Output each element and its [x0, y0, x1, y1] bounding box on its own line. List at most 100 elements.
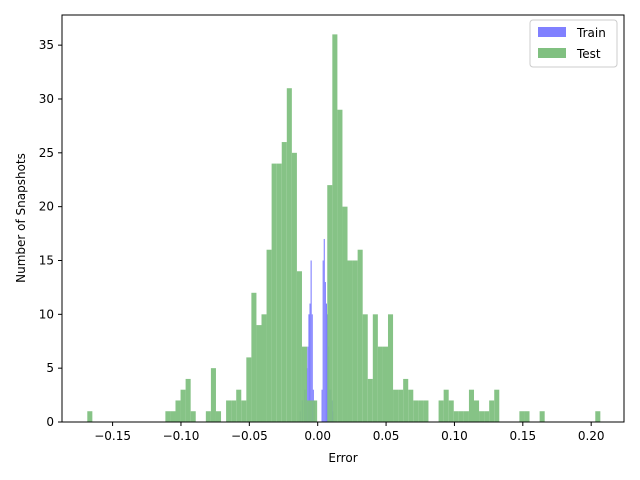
test-bar	[327, 185, 333, 422]
test-bar	[463, 411, 469, 422]
test-bar	[175, 400, 181, 422]
test-bar	[448, 400, 454, 422]
legend-swatch-test	[538, 48, 566, 58]
y-tick-label: 0	[46, 415, 54, 429]
legend-label-test: Test	[576, 47, 601, 61]
test-bar	[595, 411, 601, 422]
legend: Train Test	[529, 19, 618, 68]
y-tick-label: 30	[39, 92, 54, 106]
test-bar	[352, 260, 358, 422]
x-tick-label: 0.20	[578, 429, 605, 443]
test-bar	[418, 400, 424, 422]
plot-frame	[61, 14, 625, 423]
test-bar	[479, 411, 485, 422]
train-bar	[309, 303, 311, 422]
test-bar	[398, 389, 404, 422]
y-tick-label: 25	[39, 146, 54, 160]
test-bar	[205, 411, 211, 422]
test-bar	[539, 411, 545, 422]
test-bar	[362, 314, 368, 422]
test-bar	[387, 314, 394, 422]
test-bar	[347, 260, 353, 422]
x-tick-label: 0.00	[304, 429, 331, 443]
test-bar	[423, 400, 429, 422]
test-bar	[241, 400, 247, 422]
test-bar	[271, 163, 277, 422]
test-bar	[494, 389, 500, 422]
train-bar	[322, 260, 324, 422]
test-bar	[231, 400, 237, 422]
train-bar	[311, 314, 313, 422]
test-bar	[165, 411, 171, 422]
test-bar	[291, 152, 297, 422]
test-bar	[453, 411, 459, 422]
y-tick-label: 10	[39, 307, 54, 321]
x-tick-label: −0.15	[94, 429, 131, 443]
test-bar	[266, 249, 272, 422]
train-bar	[325, 303, 327, 422]
test-bar	[403, 378, 409, 422]
test-bar	[276, 163, 282, 422]
train-bar	[307, 346, 309, 422]
test-bar	[251, 292, 257, 422]
test-bar	[519, 411, 525, 422]
test-series	[87, 34, 601, 423]
train-bar	[324, 282, 326, 422]
test-bar	[367, 378, 373, 422]
test-bar	[185, 378, 191, 422]
x-tick-label: −0.05	[231, 429, 268, 443]
test-bar	[342, 206, 348, 422]
test-bar	[443, 389, 449, 422]
x-axis-ticks: −0.15 −0.10 −0.05 0.00 0.05 0.10 0.15 0.20	[94, 422, 605, 443]
y-tick-label: 15	[39, 253, 54, 267]
test-bar	[489, 400, 495, 422]
test-bar	[226, 400, 232, 422]
y-tick-label: 5	[46, 361, 54, 375]
test-bar	[382, 346, 388, 422]
test-bar	[236, 389, 242, 422]
test-bar	[87, 411, 93, 422]
test-bar	[170, 411, 176, 422]
train-bar	[310, 260, 312, 422]
test-bar	[393, 389, 399, 422]
test-bar	[372, 314, 378, 422]
test-bar	[190, 411, 196, 422]
test-bar	[413, 400, 419, 422]
x-tick-label: 0.15	[509, 429, 536, 443]
test-bar	[246, 357, 252, 422]
test-bar	[312, 400, 318, 422]
test-bar	[337, 109, 343, 422]
test-bar	[307, 400, 313, 422]
train-bar	[323, 238, 325, 422]
y-tick-label: 20	[39, 200, 54, 214]
test-bar	[524, 411, 530, 422]
y-axis-ticks: 0 5 10 15 20 25 30 35	[39, 38, 62, 429]
test-bar	[408, 389, 414, 422]
test-bar	[301, 346, 308, 422]
test-bar	[210, 368, 216, 422]
train-bar	[308, 314, 310, 422]
y-tick-label: 35	[39, 38, 54, 52]
x-tick-label: −0.10	[163, 429, 200, 443]
legend-label-train: Train	[576, 26, 606, 40]
test-bar	[296, 271, 302, 422]
test-bar	[261, 314, 267, 422]
test-bar	[256, 325, 262, 422]
y-axis-label: Number of Snapshots	[14, 153, 28, 283]
x-tick-label: 0.10	[441, 429, 468, 443]
test-bar	[468, 389, 474, 422]
test-bar	[458, 411, 464, 422]
test-bar	[377, 346, 383, 422]
test-bar	[357, 249, 363, 422]
x-tick-label: 0.05	[373, 429, 400, 443]
test-bar	[215, 411, 222, 422]
test-bar	[286, 88, 292, 422]
test-bar	[438, 400, 444, 422]
test-bar	[281, 142, 287, 423]
x-axis-label: Error	[328, 451, 357, 465]
legend-swatch-train	[538, 27, 566, 37]
test-bar	[180, 389, 186, 422]
test-bar	[332, 34, 338, 422]
test-bar	[484, 411, 490, 422]
